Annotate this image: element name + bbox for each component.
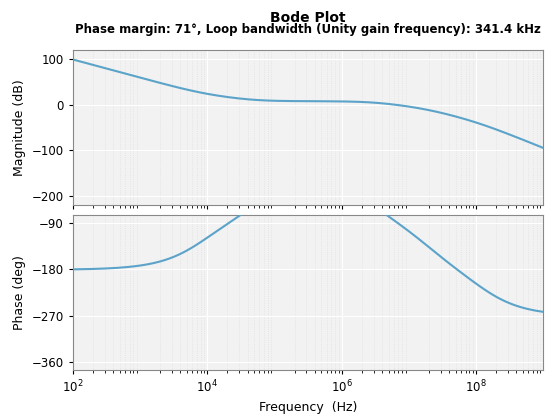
- Y-axis label: Magnitude (dB): Magnitude (dB): [13, 79, 26, 176]
- X-axis label: Frequency  (Hz): Frequency (Hz): [259, 401, 357, 414]
- Text: Phase margin: 71°, Loop bandwidth (Unity gain frequency): 341.4 kHz: Phase margin: 71°, Loop bandwidth (Unity…: [75, 23, 541, 36]
- Text: Bode Plot: Bode Plot: [270, 10, 346, 24]
- Y-axis label: Phase (deg): Phase (deg): [13, 255, 26, 330]
